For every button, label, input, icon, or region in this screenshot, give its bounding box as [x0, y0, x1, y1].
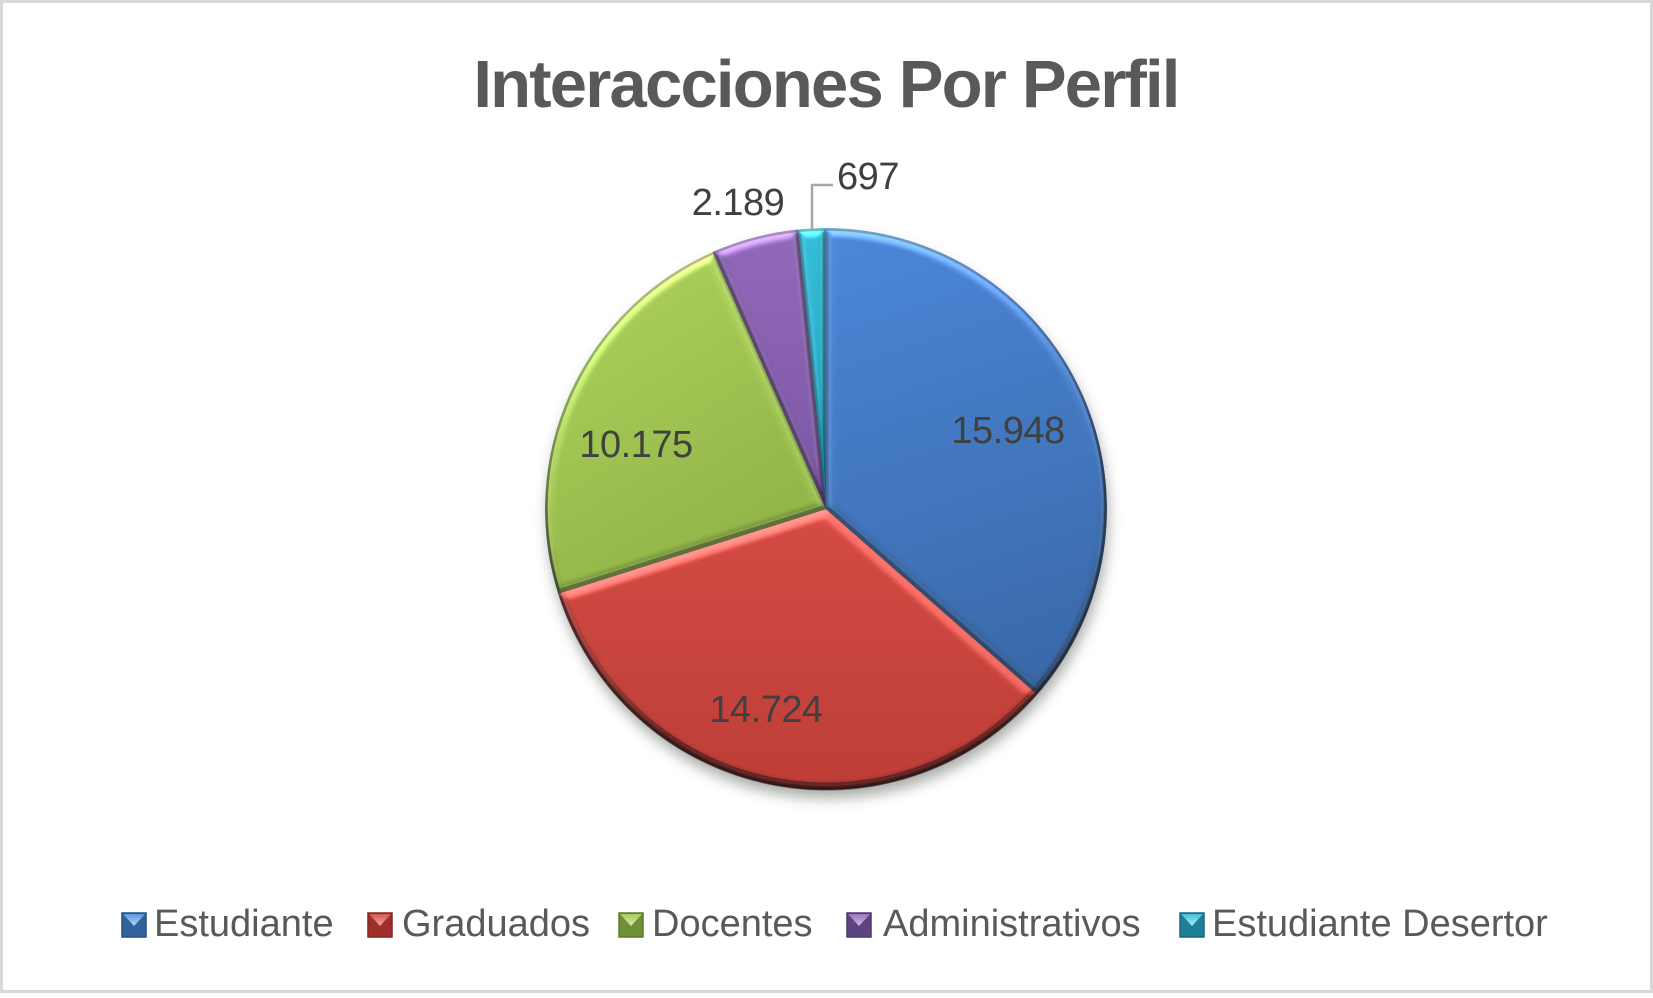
svg-text:697: 697: [837, 156, 899, 198]
svg-text:Graduados: Graduados: [402, 903, 590, 945]
svg-text:Interacciones Por Perfil: Interacciones Por Perfil: [473, 47, 1178, 122]
svg-text:Docentes: Docentes: [652, 903, 813, 945]
svg-text:Administrativos: Administrativos: [883, 903, 1141, 945]
svg-text:Estudiante Desertor: Estudiante Desertor: [1212, 903, 1548, 945]
svg-text:Estudiante: Estudiante: [154, 903, 334, 945]
svg-text:15.948: 15.948: [951, 410, 1064, 452]
svg-text:2.189: 2.189: [692, 182, 785, 224]
svg-text:10.175: 10.175: [579, 424, 692, 466]
svg-text:14.724: 14.724: [709, 689, 823, 731]
